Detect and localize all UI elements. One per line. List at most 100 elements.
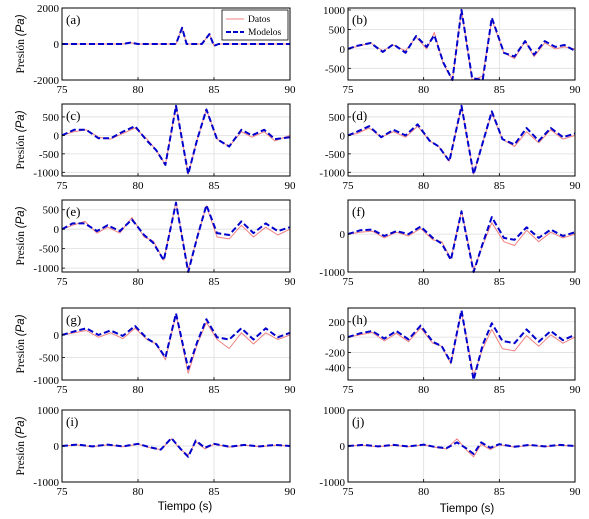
series-line-datos	[61, 201, 291, 271]
series-line-modelos	[347, 210, 576, 273]
x-tick-label: 75	[57, 276, 69, 288]
panel-label: (f)	[352, 204, 365, 219]
x-tick-label: 85	[209, 486, 221, 498]
x-tick-label: 80	[133, 276, 145, 288]
legend-box	[221, 9, 289, 41]
x-tick-label: 90	[570, 384, 582, 396]
legend-label-datos: Datos	[248, 15, 270, 25]
series-line-datos	[347, 210, 576, 271]
y-tick-label: -200	[325, 347, 346, 359]
series-line-datos	[347, 438, 576, 458]
series-line-modelos	[347, 104, 576, 176]
x-tick-label: 75	[343, 276, 355, 288]
y-tick-label: 0	[54, 224, 60, 236]
y-axis-label-unit: (Pa)	[15, 206, 27, 228]
y-axis-label: Presión (Pa)	[15, 14, 27, 73]
x-tick-label: 90	[285, 384, 297, 396]
x-tick-label: 85	[209, 84, 221, 96]
x-tick-label: 90	[285, 486, 297, 498]
x-tick-label: 75	[343, 180, 355, 192]
x-tick-label: 80	[133, 384, 145, 396]
panel-label: (i)	[66, 414, 78, 429]
xlabel-left: Tiempo (s)	[158, 501, 213, 513]
y-tick-label: -1000	[33, 477, 59, 489]
y-tick-label: -1000	[319, 477, 345, 489]
panel-h: 75 80 85 90 -400 -200 0 200 (h)	[325, 307, 582, 396]
panel-label: (g)	[66, 312, 81, 327]
panel-b: 75 80 85 90 -500 0 500 1000 (b)	[323, 5, 581, 96]
y-tick-label: 1000	[323, 405, 346, 417]
y-tick-label: -500	[39, 149, 60, 161]
y-tick-label: -500	[325, 63, 346, 75]
panel-a: 75 80 85 90 -2000 0 2000 (a) Presión (Pa) Datos Mo…	[15, 3, 296, 96]
x-tick-label: 90	[570, 486, 582, 498]
y-tick-label: 0	[54, 39, 60, 51]
x-tick-label: 85	[494, 486, 506, 498]
panel-label: (e)	[66, 204, 80, 219]
x-tick-label: 80	[133, 84, 145, 96]
legend-label-modelos: Modelos	[248, 28, 282, 38]
y-axis-label-text: Presión	[15, 438, 27, 475]
y-tick-label: 0	[340, 44, 346, 56]
x-tick-label: 75	[57, 486, 69, 498]
x-tick-label: 90	[285, 276, 297, 288]
series-line-datos	[61, 438, 291, 456]
axes-frame	[347, 307, 576, 381]
y-tick-label: 500	[329, 112, 346, 124]
x-tick-label: 80	[418, 84, 430, 96]
panel-f: 75 80 85 90 -1000 0 (f)	[319, 199, 582, 288]
y-tick-label: 1000	[37, 405, 60, 417]
panel-label: (j)	[352, 414, 364, 429]
panel-d: 75 80 85 90 -1000 -500 0 500 (d)	[319, 103, 582, 192]
y-tick-label: 0	[340, 441, 346, 453]
x-tick-label: 85	[494, 180, 506, 192]
y-tick-label: 500	[329, 24, 346, 36]
panel-label: (c)	[66, 108, 80, 123]
y-tick-label: 2000	[37, 3, 60, 15]
series-line-datos	[61, 105, 291, 175]
y-axis-label: Presión (Pa)	[15, 416, 27, 475]
y-axis-label-text: Presión	[15, 36, 27, 73]
series-line-modelos	[347, 309, 576, 381]
series-line-modelos	[347, 441, 576, 455]
y-tick-label: -400	[325, 363, 346, 375]
panel-label: (a)	[66, 12, 80, 27]
panel-c: 75 80 85 90 -1000 -500 0 500 (c) Presión (Pa)	[15, 103, 297, 192]
panel-g: 75 80 85 90 -1000 -500 0 (g) Presión (Pa)	[15, 307, 297, 396]
x-tick-label: 90	[570, 180, 582, 192]
x-tick-label: 75	[57, 384, 69, 396]
axes-frame	[61, 199, 291, 273]
y-tick-label: -500	[325, 149, 346, 161]
y-tick-label: 0	[340, 229, 346, 241]
series-line-modelos	[61, 104, 291, 176]
y-axis-label-unit: (Pa)	[15, 110, 27, 132]
panel-label: (b)	[352, 12, 367, 27]
panel-i: 75 80 85 90 -1000 0 1000 (i) Presión (Pa)	[15, 405, 296, 498]
axes-frame	[61, 103, 291, 177]
x-tick-label: 75	[57, 84, 69, 96]
axes-frame	[347, 103, 576, 177]
y-tick-label: -1000	[33, 375, 59, 387]
x-tick-label: 90	[285, 84, 297, 96]
x-tick-label: 85	[209, 384, 221, 396]
x-tick-label: 80	[418, 486, 430, 498]
x-tick-label: 90	[570, 84, 582, 96]
y-tick-label: -1000	[319, 167, 345, 179]
y-tick-label: -1000	[33, 263, 59, 275]
y-tick-label: 0	[340, 130, 346, 142]
y-axis-label-unit: (Pa)	[15, 416, 27, 438]
xlabel-right: Tiempo (s)	[440, 503, 495, 515]
series-line-modelos	[61, 201, 291, 273]
x-tick-label: 75	[343, 84, 355, 96]
series-line-datos	[61, 314, 291, 374]
y-tick-label: -2000	[33, 75, 59, 87]
y-tick-label: -500	[39, 353, 60, 365]
x-tick-label: 75	[343, 486, 355, 498]
x-tick-label: 90	[285, 180, 297, 192]
y-axis-label-unit: (Pa)	[15, 14, 27, 36]
x-tick-label: 85	[494, 384, 506, 396]
x-tick-label: 90	[570, 276, 582, 288]
y-tick-label: 500	[43, 112, 60, 124]
y-axis-label-text: Presión	[15, 132, 27, 169]
